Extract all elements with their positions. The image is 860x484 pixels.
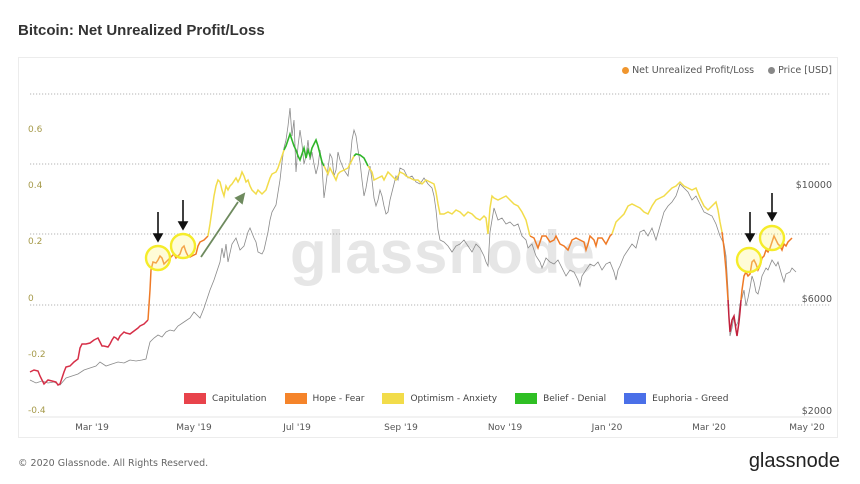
price-line: [29, 107, 797, 386]
nupl-hope-3: [721, 231, 729, 301]
phase-legend-hope-fear[interactable]: Hope - Fear: [284, 393, 365, 404]
y-left-tick: 0.4: [28, 181, 43, 191]
nupl-optimism-1: [207, 149, 285, 237]
y-right-tick: $6000: [801, 294, 832, 305]
phase-legend-optimism-anxiety[interactable]: Optimism - Anxiety: [382, 393, 497, 404]
phase-legend-euphoria-greed[interactable]: Euphoria - Greed: [624, 393, 728, 404]
nupl-capitulation-1: [29, 319, 149, 386]
phase-legend-belief-denial[interactable]: Belief - Denial: [515, 393, 606, 404]
optimism-anxiety-swatch-icon: [382, 393, 405, 404]
y-left-tick: 0.2: [28, 237, 43, 247]
phase-label: Euphoria - Greed: [652, 393, 729, 404]
nupl-hope-2: [529, 233, 613, 253]
watermark: glassnode: [290, 219, 596, 286]
gridlines: [30, 93, 830, 306]
y-left-tick: 0.6: [28, 125, 43, 135]
phase-label: Hope - Fear: [312, 393, 365, 404]
legend-item-nupl[interactable]: Net Unrealized Profit/Loss: [622, 65, 754, 76]
nupl-optimism-3: [367, 165, 531, 237]
x-tick: Mar '19: [75, 423, 109, 433]
capitulation-swatch-icon: [184, 393, 206, 404]
price-dot-icon: [768, 67, 776, 74]
y-left-tick: -0.2: [28, 350, 46, 360]
nupl-optimism-2: [323, 155, 355, 182]
nupl-hope-4: [740, 234, 793, 301]
nupl-dot-icon: [622, 67, 630, 74]
y-left-tick: -0.4: [28, 406, 46, 416]
y-left-tick: 0: [28, 294, 34, 304]
glassnode-logo: glassnode: [748, 450, 840, 472]
y-right-tick: $2000: [801, 406, 832, 417]
y-right-tick: $10000: [795, 180, 832, 191]
x-tick: Sep '19: [384, 423, 418, 433]
x-tick: Nov '19: [487, 423, 523, 433]
belief-denial-swatch-icon: [515, 393, 538, 404]
phase-legend: Capitulation Hope - Fear Optimism - Anxi…: [184, 393, 728, 404]
nupl-belief-2: [353, 153, 369, 167]
nupl-optimism-4: [611, 180, 723, 235]
annotation-circles: [144, 224, 786, 274]
nupl-belief-1: [283, 131, 325, 167]
euphoria-greed-swatch-icon: [624, 393, 647, 404]
x-tick: Jan '20: [591, 423, 623, 433]
phase-label: Optimism - Anxiety: [410, 393, 498, 404]
nupl-hope-1: [147, 235, 209, 321]
phase-label: Belief - Denial: [543, 393, 607, 404]
x-tick: May '20: [789, 423, 825, 433]
x-tick: May '19: [176, 423, 212, 433]
phase-label: Capitulation: [212, 393, 267, 404]
down-arrows: [152, 193, 778, 243]
phase-legend-capitulation[interactable]: Capitulation: [184, 393, 267, 404]
hope-fear-swatch-icon: [284, 393, 307, 404]
nupl-capitulation-2: [727, 299, 742, 337]
x-tick: Jul '19: [283, 423, 311, 433]
trend-arrow: [200, 192, 246, 258]
x-tick: Mar '20: [692, 423, 726, 433]
legend-label: Price [USD]: [778, 65, 832, 76]
legend-label: Net Unrealized Profit/Loss: [632, 65, 755, 76]
legend-item-price[interactable]: Price [USD]: [768, 65, 832, 76]
copyright-text: © 2020 Glassnode. All Rights Reserved.: [18, 458, 209, 469]
series-legend: Net Unrealized Profit/Loss Price [USD]: [622, 65, 832, 76]
page-title: Bitcoin: Net Unrealized Profit/Loss: [18, 22, 265, 39]
